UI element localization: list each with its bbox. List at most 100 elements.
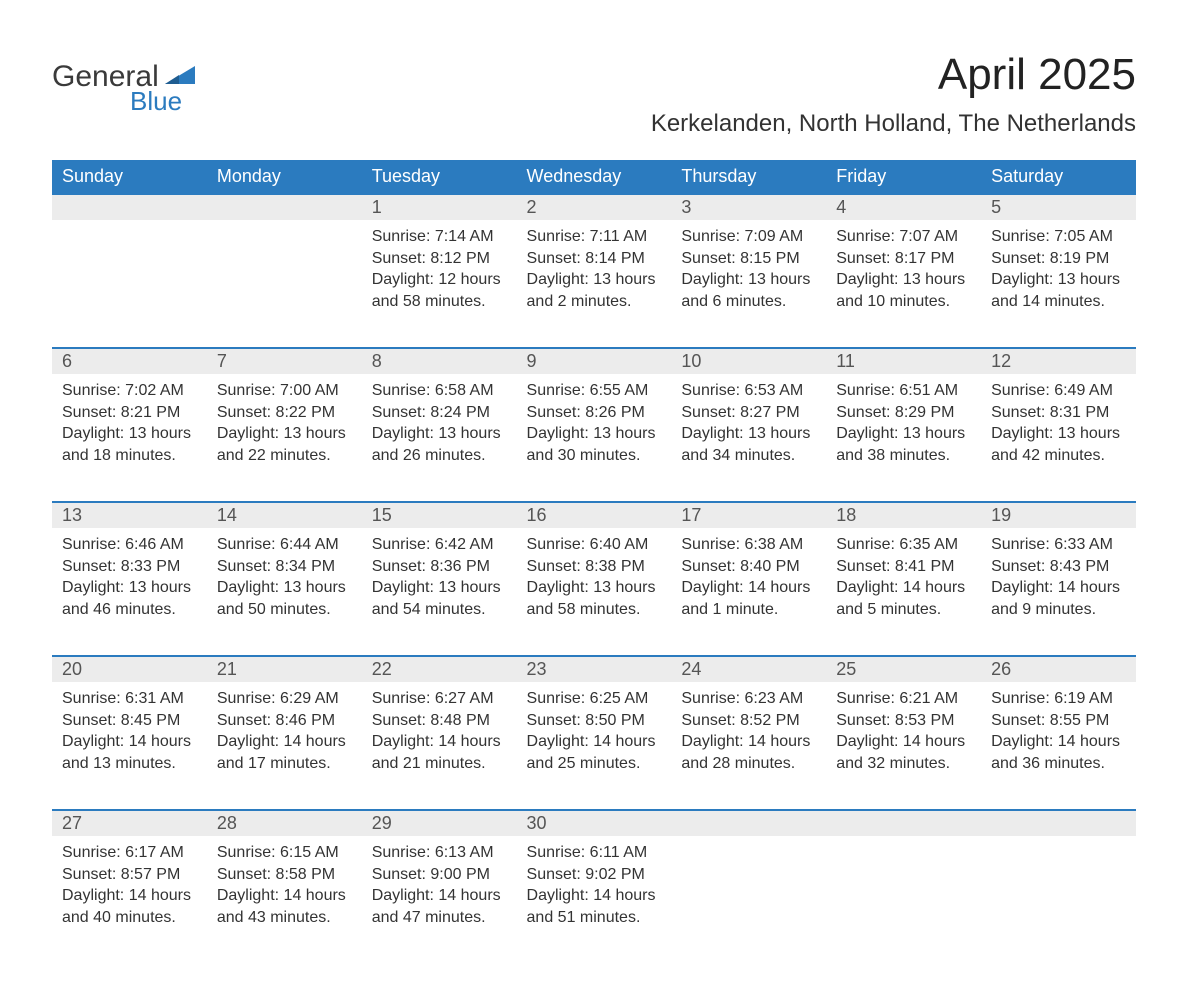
sunrise-line: Sunrise: 6:44 AM <box>217 534 352 556</box>
sunset-line: Sunset: 8:36 PM <box>372 556 507 578</box>
day-data: Sunrise: 6:44 AMSunset: 8:34 PMDaylight:… <box>217 532 352 620</box>
calendar-body: 12345Sunrise: 7:14 AMSunset: 8:12 PMDayl… <box>52 194 1136 964</box>
day-data-row: Sunrise: 7:02 AMSunset: 8:21 PM Daylight:… <box>52 374 1136 502</box>
weekday-header: Wednesday <box>517 160 672 194</box>
day-data-row: Sunrise: 7:14 AMSunset: 8:12 PMDaylight:… <box>52 220 1136 348</box>
sunset-line: Sunset: 9:00 PM <box>372 864 507 886</box>
day-data: Sunrise: 7:09 AMSunset: 8:15 PMDaylight:… <box>681 224 816 312</box>
day-number-cell: 6 <box>52 348 207 374</box>
day-data-cell: Sunrise: 6:11 AMSunset: 9:02 PMDaylight:… <box>517 836 672 964</box>
daylight-line-2: and 18 minutes. <box>62 445 197 467</box>
sunset-line: Sunset: 8:55 PM <box>991 710 1126 732</box>
day-data-cell: Sunrise: 6:27 AMSunset: 8:48 PMDaylight:… <box>362 682 517 810</box>
daylight-line-1: Daylight: 14 hours <box>527 885 662 907</box>
weekday-header: Saturday <box>981 160 1136 194</box>
day-data: Sunrise: 6:25 AMSunset: 8:50 PMDaylight:… <box>527 686 662 774</box>
day-number-cell: 7 <box>207 348 362 374</box>
day-number-cell: 30 <box>517 810 672 836</box>
day-data: Sunrise: 7:05 AMSunset: 8:19 PMDaylight:… <box>991 224 1126 312</box>
sunrise-line: Sunrise: 6:33 AM <box>991 534 1126 556</box>
day-data-cell: Sunrise: 6:29 AMSunset: 8:46 PMDaylight:… <box>207 682 362 810</box>
weekday-header: Tuesday <box>362 160 517 194</box>
day-data-cell <box>52 220 207 348</box>
daylight-line-2: and 22 minutes. <box>217 445 352 467</box>
day-number-cell: 8 <box>362 348 517 374</box>
daylight-line-1: Daylight: 13 hours <box>372 423 507 445</box>
day-number-row: 6789101112 <box>52 348 1136 374</box>
sunset-line: Sunset: 8:17 PM <box>836 248 971 270</box>
day-data: Sunrise: 6:46 AMSunset: 8:33 PMDaylight:… <box>62 532 197 620</box>
day-data-cell: Sunrise: 6:53 AMSunset: 8:27 PMDaylight:… <box>671 374 826 502</box>
day-number-cell: 21 <box>207 656 362 682</box>
sunrise-line: Sunrise: 7:14 AM <box>372 226 507 248</box>
sunset-line: Sunset: 8:40 PM <box>681 556 816 578</box>
day-data-cell: Sunrise: 6:35 AMSunset: 8:41 PMDaylight:… <box>826 528 981 656</box>
daylight-line-1: Daylight: 13 hours <box>991 423 1126 445</box>
day-number-cell: 5 <box>981 194 1136 220</box>
weekday-header: Sunday <box>52 160 207 194</box>
location-subtitle: Kerkelanden, North Holland, The Netherla… <box>651 110 1136 138</box>
day-data: Sunrise: 6:27 AMSunset: 8:48 PMDaylight:… <box>372 686 507 774</box>
daylight-line-1: Daylight: 13 hours <box>372 577 507 599</box>
daylight-line-2: and 36 minutes. <box>991 753 1126 775</box>
day-data: Sunrise: 6:19 AMSunset: 8:55 PMDaylight:… <box>991 686 1126 774</box>
day-data-cell: Sunrise: 6:15 AMSunset: 8:58 PMDaylight:… <box>207 836 362 964</box>
daylight-line-1: Daylight: 14 hours <box>681 731 816 753</box>
sunrise-line: Sunrise: 6:40 AM <box>527 534 662 556</box>
daylight-line-2: and 46 minutes. <box>62 599 197 621</box>
day-number-row: 20212223242526 <box>52 656 1136 682</box>
day-data: Sunrise: 6:38 AMSunset: 8:40 PMDaylight:… <box>681 532 816 620</box>
day-number-cell <box>981 810 1136 836</box>
day-data: Sunrise: 6:23 AMSunset: 8:52 PMDaylight:… <box>681 686 816 774</box>
sunrise-line: Sunrise: 6:21 AM <box>836 688 971 710</box>
daylight-line-2: and 26 minutes. <box>372 445 507 467</box>
sunset-line: Sunset: 8:50 PM <box>527 710 662 732</box>
daylight-line-1: Daylight: 14 hours <box>372 731 507 753</box>
day-number-cell: 16 <box>517 502 672 528</box>
daylight-line-2: and 6 minutes. <box>681 291 816 313</box>
day-data: Sunrise: 6:58 AMSunset: 8:24 PMDaylight:… <box>372 378 507 466</box>
weekday-header: Thursday <box>671 160 826 194</box>
day-data-cell: Sunrise: 6:42 AMSunset: 8:36 PMDaylight:… <box>362 528 517 656</box>
daylight-line-2: and 9 minutes. <box>991 599 1126 621</box>
daylight-line-2: and 10 minutes. <box>836 291 971 313</box>
day-data: Sunrise: 6:21 AMSunset: 8:53 PMDaylight:… <box>836 686 971 774</box>
day-data-cell: Sunrise: 6:25 AMSunset: 8:50 PMDaylight:… <box>517 682 672 810</box>
sunset-line: Sunset: 8:48 PM <box>372 710 507 732</box>
daylight-line-1: Daylight: 13 hours <box>62 577 197 599</box>
daylight-line-2: and 2 minutes. <box>527 291 662 313</box>
day-data: Sunrise: 6:51 AMSunset: 8:29 PMDaylight:… <box>836 378 971 466</box>
calendar-table: SundayMondayTuesdayWednesdayThursdayFrid… <box>52 160 1136 964</box>
day-data-cell: Sunrise: 6:21 AMSunset: 8:53 PMDaylight:… <box>826 682 981 810</box>
day-data-cell: Sunrise: 6:33 AMSunset: 8:43 PMDaylight:… <box>981 528 1136 656</box>
day-data: Sunrise: 6:55 AMSunset: 8:26 PMDaylight:… <box>527 378 662 466</box>
daylight-line-1: Daylight: 14 hours <box>527 731 662 753</box>
day-data-cell <box>981 836 1136 964</box>
sunset-line: Sunset: 8:24 PM <box>372 402 507 424</box>
sunrise-line: Sunrise: 7:02 AM <box>62 380 197 402</box>
sunset-line: Sunset: 8:58 PM <box>217 864 352 886</box>
calendar-page: General Blue April 2025 Kerkelanden, Nor… <box>0 0 1188 1004</box>
day-data: Sunrise: 7:11 AMSunset: 8:14 PMDaylight:… <box>527 224 662 312</box>
sunset-line: Sunset: 9:02 PM <box>527 864 662 886</box>
sunset-line: Sunset: 8:21 PM <box>62 402 197 424</box>
day-data-cell: Sunrise: 7:05 AMSunset: 8:19 PMDaylight:… <box>981 220 1136 348</box>
sunset-line: Sunset: 8:43 PM <box>991 556 1126 578</box>
day-number-cell: 13 <box>52 502 207 528</box>
daylight-line-1: Daylight: 14 hours <box>836 577 971 599</box>
day-number-cell: 2 <box>517 194 672 220</box>
day-data-cell <box>671 836 826 964</box>
sunrise-line: Sunrise: 6:51 AM <box>836 380 971 402</box>
daylight-line-1: Daylight: 12 hours <box>372 269 507 291</box>
day-number-cell: 15 <box>362 502 517 528</box>
day-number-cell: 14 <box>207 502 362 528</box>
day-data-cell: Sunrise: 7:14 AMSunset: 8:12 PMDaylight:… <box>362 220 517 348</box>
sunset-line: Sunset: 8:52 PM <box>681 710 816 732</box>
daylight-line-1: Daylight: 13 hours <box>836 423 971 445</box>
sunrise-line: Sunrise: 6:46 AM <box>62 534 197 556</box>
day-data-cell: Sunrise: 6:46 AMSunset: 8:33 PMDaylight:… <box>52 528 207 656</box>
daylight-line-1: Daylight: 13 hours <box>217 577 352 599</box>
day-number-cell: 11 <box>826 348 981 374</box>
day-number-cell: 27 <box>52 810 207 836</box>
daylight-line-1: Daylight: 14 hours <box>62 731 197 753</box>
